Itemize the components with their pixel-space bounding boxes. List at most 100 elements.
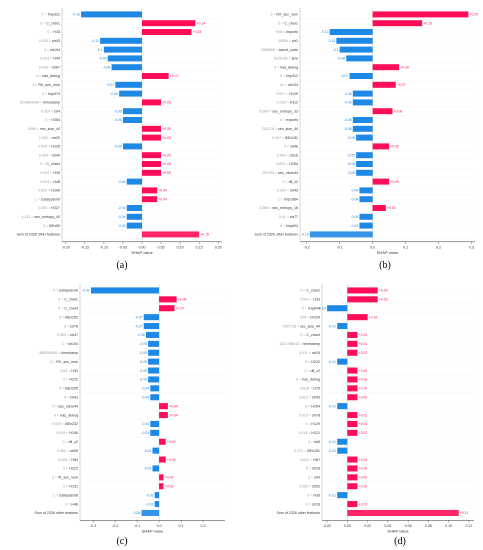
bar-8 — [142, 73, 169, 79]
bar-24 — [154, 492, 160, 499]
feature-label: 0 = str43 — [64, 395, 78, 399]
feature-value: 0 = — [58, 306, 64, 310]
feature-label: 0.029 = BEn232 — [52, 422, 78, 426]
bar-25 — [347, 501, 358, 508]
feature-name: Sum of 2326 other features — [16, 233, 60, 237]
feature-value: 0.004 = — [38, 206, 51, 210]
x-axis-title: SHAP value — [131, 250, 153, 255]
feature-label: 0 = str16 — [306, 467, 320, 471]
feature-label: Sum of 2326 other features — [34, 511, 78, 515]
feature-name: RX_sec_num — [276, 13, 298, 17]
feature-name: has_debug — [60, 413, 78, 417]
value-label: +0.04 — [169, 413, 178, 417]
feature-name: H48 — [53, 180, 60, 184]
feature-value: 1 = — [62, 342, 68, 346]
bar-9 — [115, 81, 142, 88]
feature-name: timestamp — [303, 342, 320, 346]
value-label: -0.05 — [114, 145, 122, 149]
feature-value: 0.016 = — [300, 387, 313, 391]
feature-name: H129 — [289, 92, 298, 96]
feature-name: size — [292, 57, 298, 61]
value-label: +0.07 — [397, 83, 406, 87]
panel-label: (c) — [116, 536, 127, 547]
feature-value: 0 = — [44, 48, 50, 52]
value-label: +0.01 — [359, 333, 368, 337]
feature-label: 0.171 = BEn151 — [294, 449, 320, 453]
feature-name: Imp1064 — [284, 197, 298, 201]
feature-name: imports — [286, 30, 298, 34]
x-tick-label: -0.20 — [62, 245, 70, 249]
value-label: +0.07 — [176, 306, 185, 310]
x-tick-label: 0.3 — [469, 245, 474, 249]
feature-label: 1 = str104 — [62, 342, 78, 346]
feature-label: 0.003 = str43 — [39, 39, 60, 43]
x-tick-label: 0.1 — [179, 524, 184, 528]
value-label: -0.04 — [118, 206, 126, 210]
feature-name: has_debug — [42, 74, 60, 78]
feature-value: 0 = — [64, 395, 70, 399]
value-label: -0.06 — [110, 92, 118, 96]
feature-value: 0 = — [45, 118, 51, 122]
feature-value: 0 = — [308, 440, 314, 444]
bar-4 — [347, 314, 368, 321]
feature-value: 0 = — [43, 224, 49, 228]
bar-10 — [148, 367, 160, 374]
feature-name: BEn50 — [49, 224, 60, 228]
feature-label: 306 = str104 — [300, 315, 320, 319]
feature-name: dll_c2 — [289, 180, 298, 184]
value-label: -0.13 — [321, 30, 329, 34]
value-label: -0.05 — [347, 171, 355, 175]
feature-value: 0 = — [63, 440, 69, 444]
bar-2 — [159, 296, 177, 303]
feature-name: H44 — [53, 57, 60, 61]
bar-9 — [337, 358, 348, 365]
feature-label: 0.043 = str67 — [39, 65, 60, 69]
feature-label: 0.01 = str77 — [279, 215, 298, 219]
feature-label: 0 = str5 — [308, 440, 320, 444]
feature-label: 0.002 = str92 — [299, 484, 320, 488]
feature-name: str43 — [52, 39, 60, 43]
feature-value: 0 = — [59, 315, 65, 319]
panel-4: +0.030 = C_char1+0.030.001 = H33-0.020 =… — [276, 284, 474, 547]
feature-label: 0 = str16 — [306, 502, 320, 506]
feature-value: 0.003 = — [57, 333, 70, 337]
bar-2 — [142, 20, 196, 27]
bar-10 — [119, 90, 142, 97]
feature-label: 0.002 = H106 — [38, 189, 60, 193]
value-label: +0.01 — [359, 458, 368, 462]
feature-label: 0.019 = str78 — [299, 413, 320, 417]
feature-value: 4096 = — [28, 127, 40, 131]
feature-label: 0 = str46 — [284, 145, 298, 149]
feature-name: sec_entropy_33 — [272, 109, 298, 113]
value-label: +0.05 — [162, 101, 171, 105]
value-label: -0.04 — [141, 387, 149, 391]
feature-label: 0 = str78 — [64, 324, 78, 328]
feature-name: subsystem9 — [59, 289, 78, 293]
feature-label: 4096 = sec_size_44 — [28, 127, 60, 131]
feature-label: 201216 = sec_size_44 — [262, 127, 298, 131]
bar-25 — [154, 501, 160, 508]
bar-9 — [372, 81, 396, 88]
feature-name: sec_size_44 — [40, 127, 60, 131]
feature-label: 965350656 = timestamp — [39, 351, 78, 355]
feature-name: dll_c2 — [311, 369, 320, 373]
feature-name: H33 — [53, 30, 60, 34]
value-label: -0.04 — [350, 215, 358, 219]
feature-value: 1 = — [32, 83, 38, 87]
value-label: -0.31 — [82, 289, 90, 293]
bar-24 — [359, 213, 373, 220]
feature-label: 0 = C_char4 — [300, 333, 320, 337]
feature-value: 0 = — [36, 74, 42, 78]
feature-value: 0 = — [284, 145, 290, 149]
value-label: -0.04 — [141, 395, 149, 399]
panel-label: (d) — [394, 536, 406, 547]
feature-name: str92 — [312, 484, 320, 488]
value-label: +0.15 — [423, 21, 432, 25]
feature-value: 0.022 = — [300, 458, 313, 462]
value-label: +0.06 — [394, 109, 403, 113]
bar-11 — [148, 376, 160, 383]
feature-name: C_char4 — [306, 333, 320, 337]
feature-label: 0 = H222 — [63, 378, 78, 382]
panel-label: (a) — [116, 260, 127, 271]
feature-name: H131 — [69, 484, 78, 488]
